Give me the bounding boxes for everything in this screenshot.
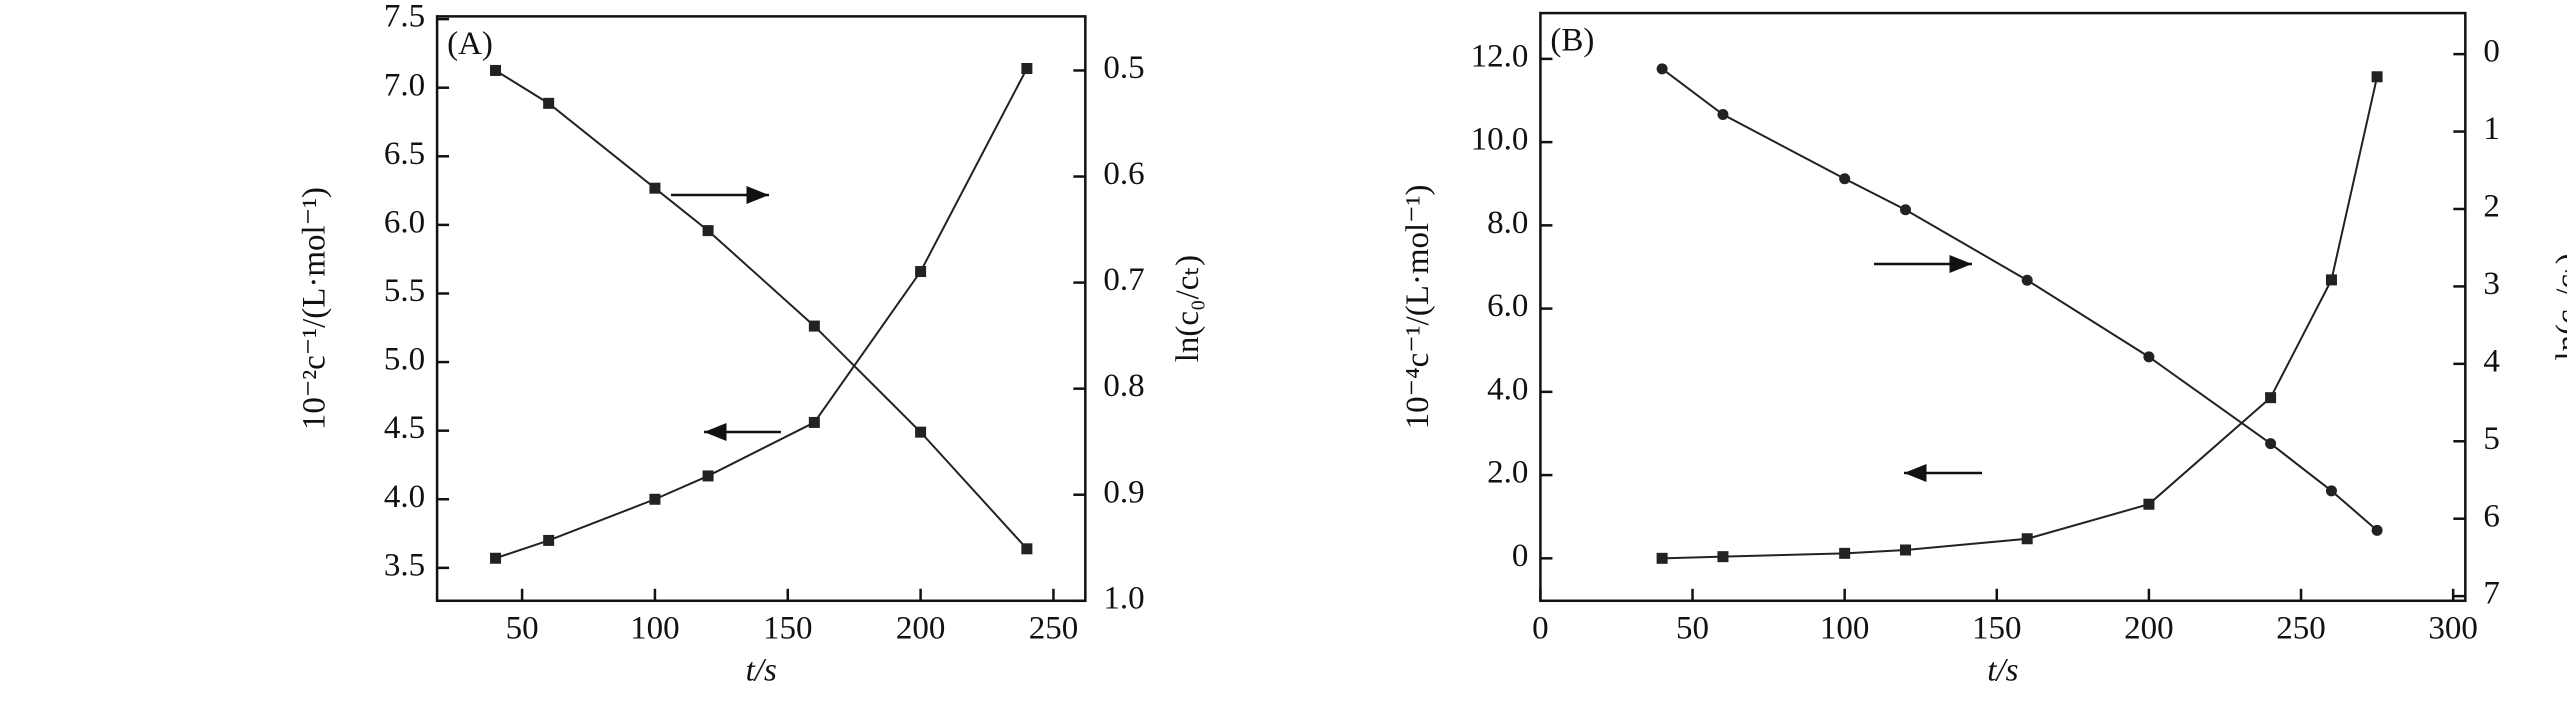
y-tick-label: 7.5 (384, 0, 425, 35)
y-axis-label: 10⁻⁴c⁻¹/(L·mol⁻¹) (1400, 185, 1436, 430)
plot-frame (435, 15, 1087, 603)
point (543, 534, 555, 546)
panel-label: (A) (447, 26, 493, 62)
point (915, 426, 927, 438)
x-axis-label: t/s (746, 652, 777, 688)
point (649, 182, 661, 194)
point (702, 470, 714, 482)
y2-tick-label: 0.7 (1103, 262, 1144, 298)
y-tick-label: 12.0 (1471, 38, 1529, 74)
y2-tick-label: 1 (2483, 111, 2500, 147)
x-tick-label: 250 (1029, 610, 1079, 646)
point (490, 552, 502, 564)
point (2143, 498, 2155, 510)
x-tick-label: 200 (2124, 610, 2174, 646)
point (2325, 274, 2337, 286)
chart-panel: 0 50 100 150 200 250 300 0 2.0 4.0 6.0 8.0 10.0 12.0 0… (1400, 11, 2567, 688)
y2-tick-label: 2 (2483, 189, 2500, 225)
y2-tick-label: 4 (2483, 343, 2500, 379)
y-tick-label: 6.0 (384, 204, 425, 240)
series-line (495, 68, 1028, 560)
y2-tick-label: 0.8 (1103, 368, 1144, 404)
point (2021, 274, 2033, 286)
point (1021, 63, 1033, 75)
point (649, 493, 661, 505)
point (808, 320, 820, 332)
y2-tick-label: 0 (2483, 34, 2500, 70)
y2-tick-label: 5 (2483, 421, 2500, 457)
y-tick-label: 5.5 (384, 273, 425, 309)
y2-axis-label: ln(c₀/cₜ) (1170, 255, 1206, 362)
point (1656, 63, 1668, 75)
annotation-arrows (671, 186, 1982, 482)
y2-tick-label: 0.5 (1103, 50, 1144, 86)
y-tick-label: 7.0 (384, 67, 425, 103)
point (2265, 438, 2277, 450)
y2-tick-label: 7 (2483, 576, 2500, 612)
panel-label: (B) (1550, 23, 1594, 59)
y-tick-label: 0 (1512, 538, 1529, 574)
y-tick-label: 5.0 (384, 342, 425, 378)
y2-tick-label: 0.6 (1103, 156, 1144, 192)
point (808, 416, 820, 428)
point (543, 97, 555, 109)
x-tick-label: 0 (1532, 610, 1549, 646)
point (2371, 71, 2383, 83)
y-axis-label: 10⁻²c⁻¹/(L·mol⁻¹) (297, 187, 333, 430)
point (702, 225, 714, 237)
x-axis-label: t/s (1987, 652, 2018, 688)
y-tick-label: 10.0 (1471, 122, 1529, 158)
point (2325, 485, 2337, 497)
point (2371, 524, 2383, 536)
y-tick-label: 4.0 (384, 479, 425, 515)
point (1717, 551, 1729, 563)
point (2265, 392, 2277, 404)
x-tick-label: 100 (630, 610, 680, 646)
x-tick-label: 150 (1972, 610, 2022, 646)
y2-tick-label: 1.0 (1103, 580, 1144, 616)
series-line (1662, 76, 2379, 560)
point (1021, 543, 1033, 555)
point (915, 266, 927, 278)
x-tick-label: 150 (763, 610, 813, 646)
chart-panel: 50 100 150 200 250 3.5 4.0 4.5 5.0 5.5 6.0 6.5 7.0 7.… (297, 0, 1206, 688)
x-tick-label: 200 (896, 610, 946, 646)
y-tick-label: 4.0 (1487, 371, 1528, 407)
y-tick-label: 2.0 (1487, 455, 1528, 491)
point (1900, 204, 1912, 216)
y-tick-label: 6.5 (384, 136, 425, 172)
y2-axis-label: ln(c₀/cₜ) (2550, 253, 2567, 360)
x-tick-label: 300 (2428, 610, 2478, 646)
plot-frame (1539, 11, 2467, 603)
y-tick-label: 4.5 (384, 410, 425, 446)
point (2021, 533, 2033, 545)
series-line (495, 69, 1028, 550)
y-tick-label: 6.0 (1487, 288, 1528, 324)
x-tick-label: 100 (1820, 610, 1870, 646)
x-tick-label: 50 (506, 610, 539, 646)
point (1656, 552, 1668, 564)
y-tick-label: 3.5 (384, 547, 425, 583)
y-tick-label: 8.0 (1487, 205, 1528, 241)
y2-tick-label: 6 (2483, 498, 2500, 534)
series-line (1661, 68, 2378, 532)
point (1900, 544, 1912, 556)
x-tick-label: 250 (2276, 610, 2326, 646)
y2-tick-label: 0.9 (1103, 474, 1144, 510)
point (2143, 351, 2155, 363)
x-tick-label: 50 (1676, 610, 1709, 646)
point (1717, 109, 1729, 121)
y2-tick-label: 3 (2483, 266, 2500, 302)
point (1839, 547, 1851, 559)
point (1839, 173, 1851, 185)
point (490, 64, 502, 76)
